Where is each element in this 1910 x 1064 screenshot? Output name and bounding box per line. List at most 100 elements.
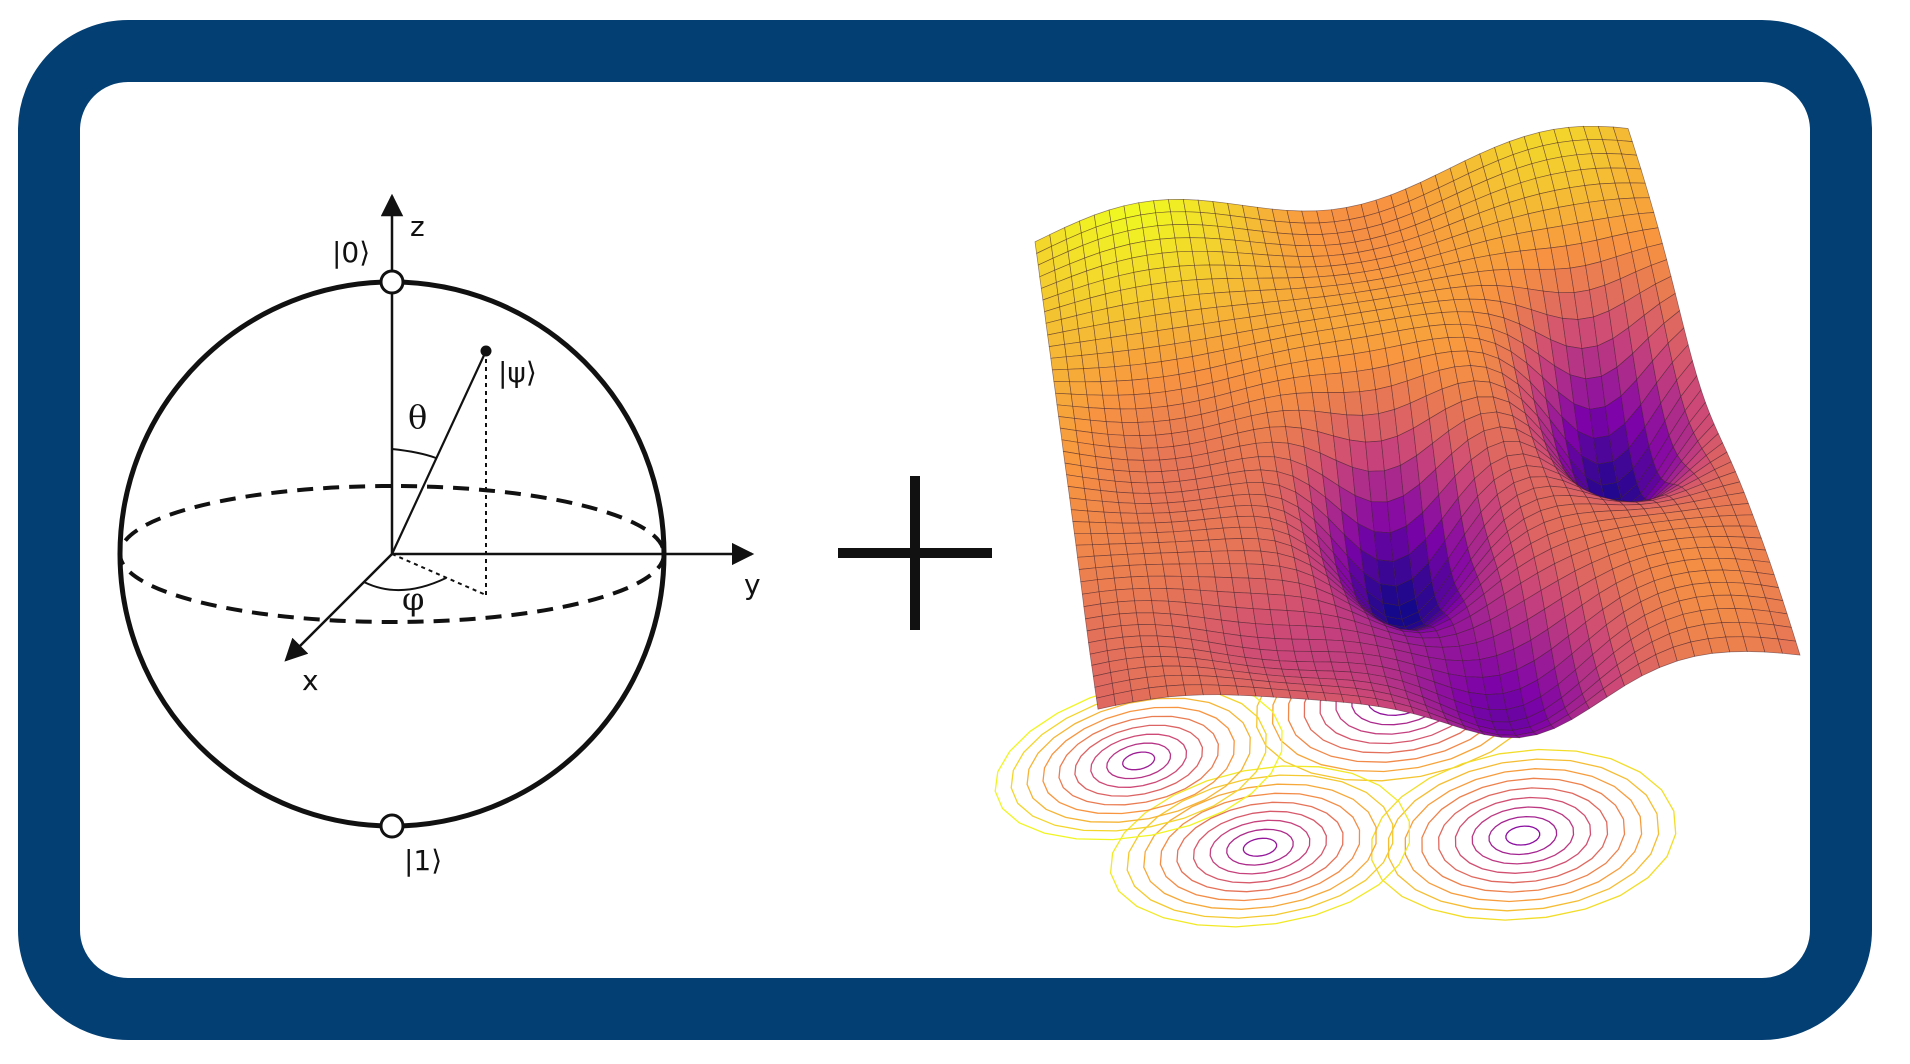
surface-cell <box>1145 471 1165 484</box>
surface-cell <box>1072 521 1092 534</box>
surface-cell <box>1183 588 1203 605</box>
surface-cell <box>1148 267 1167 285</box>
surface-cell <box>1143 345 1162 364</box>
surface-cell <box>1069 497 1089 512</box>
surface-cell <box>1072 405 1091 421</box>
surface-cell <box>1102 394 1121 410</box>
contour-line <box>1488 815 1558 856</box>
surface-cell <box>1295 392 1316 412</box>
surface-cell <box>1131 687 1152 703</box>
surface-cell <box>1335 338 1355 357</box>
surface-cell <box>1204 237 1223 253</box>
surface-cell <box>1290 360 1310 379</box>
surface-cell <box>1174 237 1193 253</box>
surface-cell <box>1206 250 1226 266</box>
surface-cell <box>1164 674 1185 687</box>
surface-cell <box>1310 651 1332 663</box>
surface-cell <box>1142 225 1161 242</box>
surface-cell <box>1323 692 1345 703</box>
surface-cell <box>1198 292 1218 310</box>
surface-cell <box>1107 433 1127 449</box>
surface-cell <box>1141 447 1161 461</box>
surface-cell <box>1255 623 1276 639</box>
surface-cell <box>1137 624 1158 637</box>
surface-cell <box>1128 564 1149 578</box>
surface-cell <box>1259 649 1280 662</box>
contour-line <box>994 679 1283 841</box>
surface-cell <box>1185 509 1205 522</box>
surface-cell <box>1222 251 1241 266</box>
surface-cell <box>1260 550 1281 567</box>
surface-cell <box>1116 491 1136 504</box>
surface-cell <box>1381 435 1401 472</box>
surface-cell <box>1131 378 1151 395</box>
surface-cell <box>1253 426 1273 444</box>
theta-arc <box>391 448 437 459</box>
surface-cell <box>1731 503 1754 516</box>
surface-cell <box>1284 594 1305 613</box>
surface-cell <box>1337 353 1358 374</box>
surface-cell <box>1191 539 1212 553</box>
surface-cell <box>1088 521 1108 534</box>
surface-cell <box>1168 295 1187 314</box>
surface-cell <box>1077 325 1096 343</box>
surface-cell <box>1305 691 1327 702</box>
contour-line <box>1471 806 1575 865</box>
surface-cell <box>1114 480 1134 494</box>
surface-cell <box>1278 660 1300 671</box>
surface-cell <box>1150 502 1171 514</box>
surface-cell <box>1120 286 1139 306</box>
surface-cell <box>1265 578 1286 596</box>
surface-cell <box>1330 661 1352 673</box>
surface-cell <box>1100 380 1119 396</box>
surface-cell <box>1220 516 1241 529</box>
surface-cell <box>1266 410 1286 428</box>
contour-line <box>1026 697 1251 823</box>
surface-cell <box>1257 456 1278 472</box>
surface-cell <box>1308 639 1329 652</box>
surface-cell <box>1216 305 1235 322</box>
surface-cell <box>1136 512 1156 524</box>
surface-cell <box>1117 600 1137 615</box>
surface-cell <box>1155 211 1174 227</box>
surface-cell <box>1359 389 1379 416</box>
surface-cell <box>1115 588 1135 603</box>
surface-cell <box>1245 563 1266 580</box>
surface-cell <box>1212 563 1233 578</box>
surface-cell <box>1158 541 1178 554</box>
surface-cell <box>1166 588 1186 603</box>
surface-cell <box>1242 277 1261 292</box>
surface-cell <box>1303 343 1324 361</box>
surface-cell <box>1050 356 1069 371</box>
surface-cell <box>1113 576 1134 591</box>
surface-cell <box>1152 512 1173 524</box>
surface-cell <box>1160 552 1180 565</box>
surface-cell <box>1269 426 1289 444</box>
surface-cell <box>1096 351 1115 369</box>
surface-cell <box>1110 553 1130 567</box>
surface-cell <box>1111 458 1130 472</box>
surface-cell <box>1163 265 1183 283</box>
surface-cell <box>1302 276 1322 289</box>
surface-cell <box>1143 656 1164 668</box>
surface-cell <box>1197 576 1218 592</box>
surface-cell <box>1181 674 1202 686</box>
surface-cell <box>1083 488 1103 502</box>
surface-cell <box>1165 491 1185 504</box>
surface-cell <box>1148 685 1169 700</box>
contour-line <box>1371 748 1677 921</box>
surface-cell <box>1160 358 1180 378</box>
surface-cell <box>1196 278 1215 295</box>
surface-cell <box>1165 388 1184 407</box>
surface-cell <box>1069 381 1088 396</box>
surface-cell <box>1229 290 1248 306</box>
surface-cell <box>1154 521 1174 533</box>
surface-cell <box>1141 646 1162 658</box>
surface-cell <box>1149 587 1169 602</box>
surface-cell <box>1089 419 1109 435</box>
surface-cell <box>1218 684 1239 696</box>
surface-cell <box>1224 264 1243 279</box>
surface-cell <box>1147 575 1168 589</box>
contour-line <box>1122 751 1156 771</box>
surface-cell <box>1119 512 1140 524</box>
